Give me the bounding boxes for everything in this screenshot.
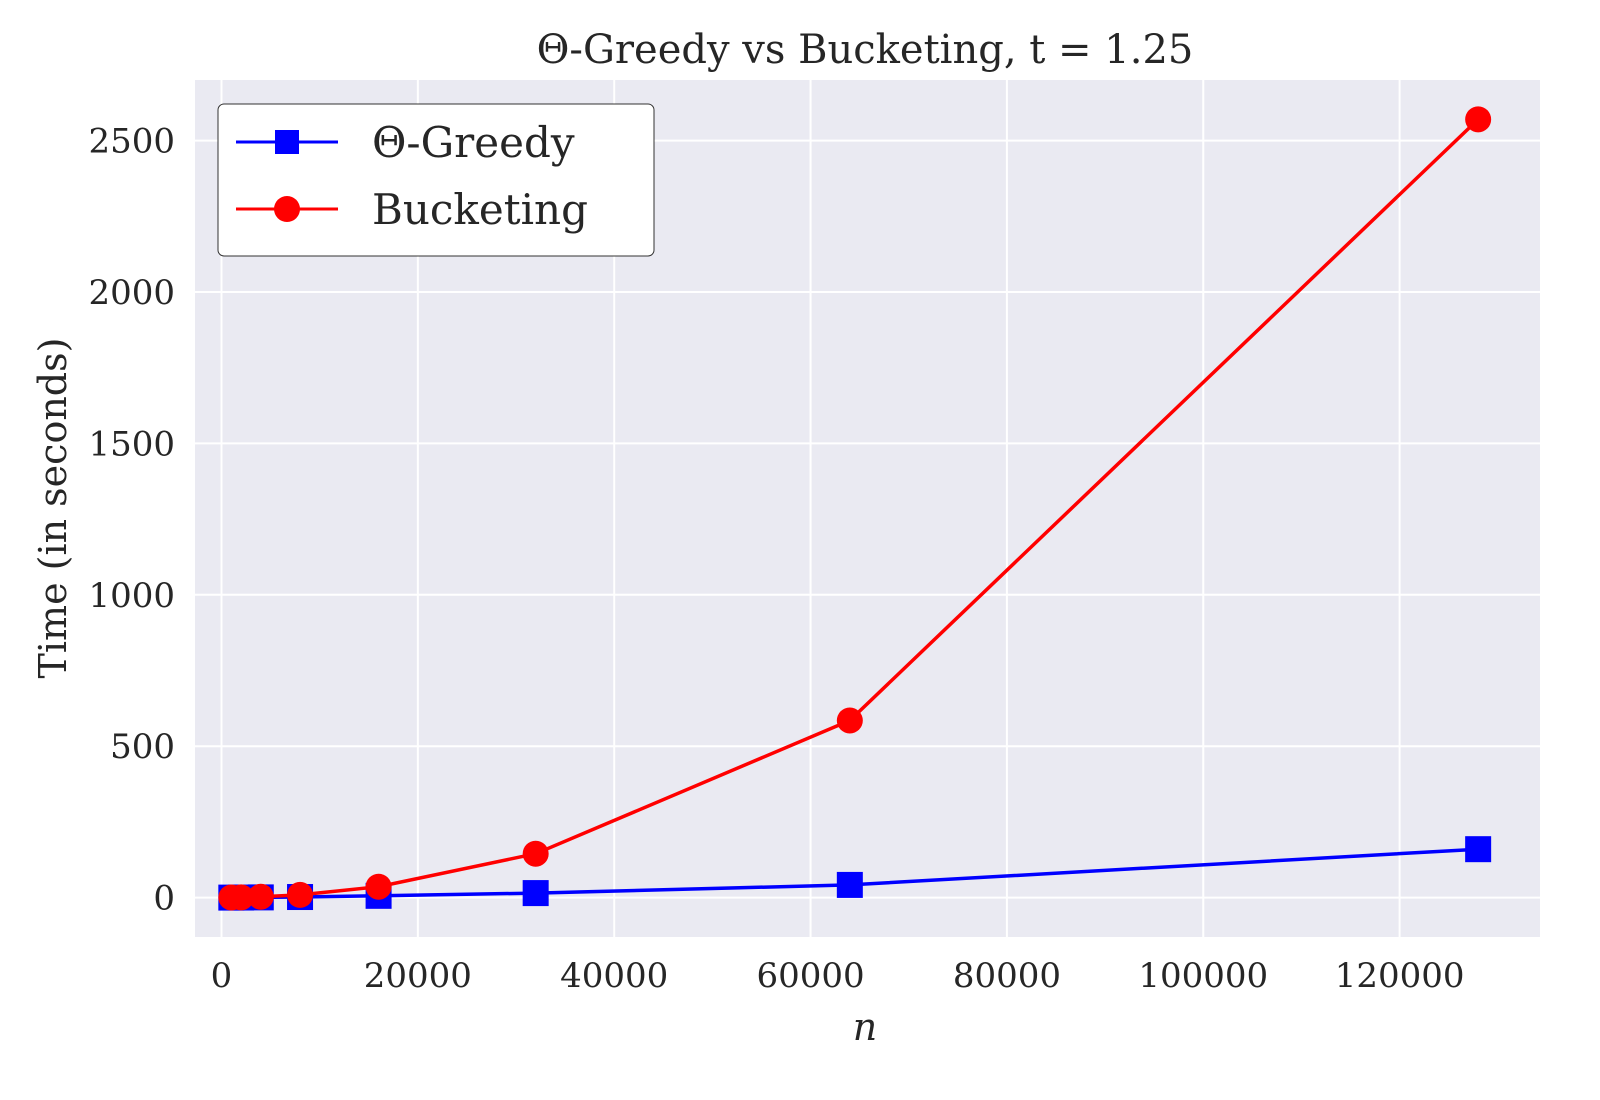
legend-marker-bucketing bbox=[274, 196, 300, 222]
legend-label-bucketing: Bucketing bbox=[372, 185, 588, 234]
data-point-bucketing bbox=[522, 840, 549, 867]
data-point-bucketing bbox=[1465, 106, 1492, 133]
data-point-bucketing bbox=[287, 881, 314, 908]
y-tick-label: 2500 bbox=[88, 122, 175, 162]
chart-title: Θ-Greedy vs Bucketing, t = 1.25 bbox=[537, 27, 1194, 73]
data-point-greedy bbox=[522, 880, 549, 907]
x-tick-label: 40000 bbox=[560, 956, 668, 996]
data-point-greedy bbox=[1465, 836, 1492, 863]
legend-label-greedy: Θ-Greedy bbox=[372, 118, 575, 167]
x-tick-label: 20000 bbox=[364, 956, 472, 996]
y-tick-label: 1000 bbox=[88, 576, 175, 616]
y-tick-label: 2000 bbox=[88, 273, 175, 313]
series-layer bbox=[218, 106, 1492, 911]
x-tick-label: 0 bbox=[211, 956, 233, 996]
data-point-greedy bbox=[836, 871, 863, 898]
data-point-bucketing bbox=[365, 873, 392, 900]
data-point-bucketing bbox=[228, 884, 255, 911]
x-tick-label: 60000 bbox=[756, 956, 864, 996]
x-tick-label: 120000 bbox=[1335, 956, 1465, 996]
x-tick-label: 100000 bbox=[1138, 956, 1268, 996]
tick-labels: 0 20000 40000 60000 80000 100000 120000 0 500 100… bbox=[88, 122, 1464, 996]
legend-marker-greedy bbox=[275, 130, 299, 154]
y-axis-label: Time (in seconds) bbox=[31, 338, 75, 679]
data-point-bucketing bbox=[247, 883, 274, 910]
x-axis-label: n bbox=[853, 1005, 877, 1049]
data-point-bucketing bbox=[836, 707, 863, 734]
y-tick-label: 1500 bbox=[88, 424, 175, 464]
y-tick-label: 0 bbox=[153, 879, 175, 919]
legend: Θ-Greedy Bucketing bbox=[217, 103, 655, 257]
series-bucketing bbox=[218, 106, 1492, 911]
x-tick-label: 80000 bbox=[953, 956, 1061, 996]
y-tick-label: 500 bbox=[110, 727, 175, 767]
